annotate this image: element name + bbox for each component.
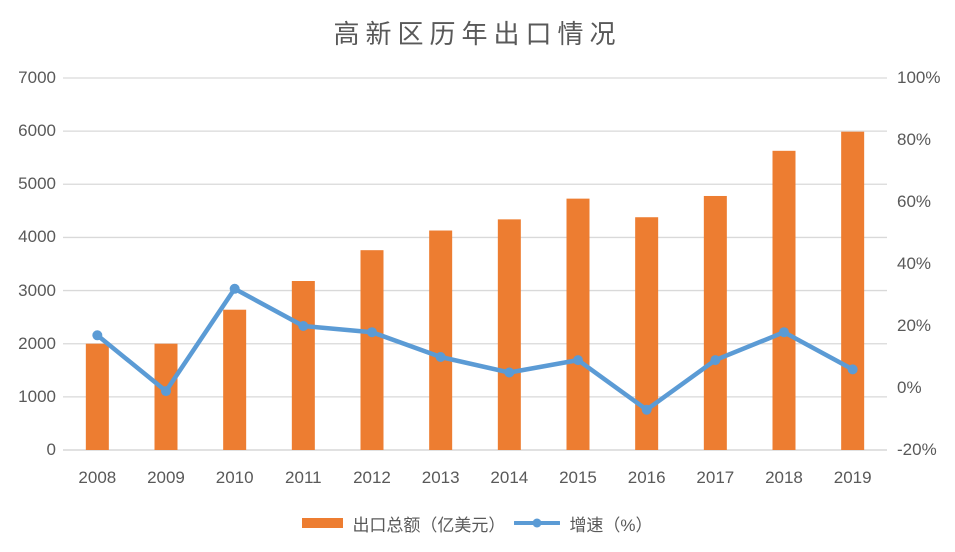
- line-point-2011: [298, 321, 309, 331]
- left-axis-tick-label: 1000: [18, 386, 56, 406]
- x-axis-tick-label: 2019: [833, 468, 872, 487]
- right-axis-tick-label: 20%: [897, 316, 932, 335]
- right-axis-tick-label: -20%: [897, 440, 937, 459]
- line-point-2015: [573, 355, 583, 366]
- line-point-2016: [641, 404, 652, 415]
- right-axis-tick-label: 100%: [897, 68, 941, 87]
- left-axis-tick-label: 4000: [18, 227, 56, 247]
- left-axis-tick-label: 6000: [18, 121, 56, 141]
- x-axis-tick-label: 2010: [215, 468, 254, 487]
- line-point-2012: [367, 327, 377, 338]
- legend: 出口总额（亿美元） 增速（%）: [0, 509, 955, 537]
- bar-2011: [291, 281, 315, 450]
- bar-series-swatch-icon: [302, 518, 344, 528]
- x-axis-tick-label: 2009: [147, 468, 185, 487]
- bar-2010: [223, 309, 247, 450]
- left-axis-tick-label: 7000: [18, 68, 56, 87]
- right-axis-tick-label: 60%: [897, 192, 932, 211]
- line-point-2013: [435, 352, 446, 362]
- line-point-2008: [92, 330, 103, 341]
- x-axis-tick-label: 2012: [353, 468, 391, 487]
- line-series-swatch-icon: [514, 518, 561, 528]
- x-axis-tick-label: 2017: [696, 468, 735, 487]
- left-axis-tick-label: 0: [46, 440, 56, 459]
- left-axis-tick-label: 3000: [18, 280, 56, 300]
- bar-2017: [703, 195, 727, 450]
- x-axis-tick-label: 2013: [421, 468, 460, 487]
- bar-series-legend-label: 出口总额（亿美元）: [352, 515, 506, 535]
- x-axis-tick-label: 2016: [627, 468, 666, 487]
- line-point-2009: [161, 386, 171, 397]
- x-axis-tick-label: 2015: [559, 468, 597, 487]
- x-axis-tick-label: 2008: [78, 468, 117, 487]
- line-point-2017: [710, 355, 721, 366]
- bar-2012: [360, 250, 384, 450]
- line-point-2014: [504, 367, 515, 378]
- right-axis-tick-label: 80%: [897, 130, 932, 149]
- line-series-legend-label: 增速（%）: [569, 515, 653, 535]
- bar-2018: [772, 150, 796, 450]
- x-axis-tick-label: 2014: [490, 468, 529, 487]
- bar-2015: [566, 198, 590, 450]
- bar-2014: [497, 219, 521, 450]
- x-axis-tick-label: 2011: [285, 468, 322, 487]
- right-axis-tick-label: 40%: [897, 254, 932, 273]
- bar-2008: [85, 343, 109, 450]
- right-axis-tick-label: 0%: [897, 378, 922, 397]
- line-point-2010: [229, 283, 240, 294]
- left-axis-tick-label: 5000: [18, 174, 56, 194]
- bar-2009: [154, 343, 178, 450]
- bar-2019: [841, 131, 865, 450]
- growth-line: [95, 286, 855, 412]
- line-point-2018: [779, 327, 789, 338]
- left-axis-tick-label: 2000: [18, 333, 56, 353]
- line-point-2019: [847, 364, 858, 375]
- bar-2016: [635, 217, 659, 450]
- chart-title: 高新区历年出口情况: [333, 20, 622, 50]
- x-axis-tick-label: 2018: [765, 468, 803, 487]
- bar-2013: [429, 230, 453, 450]
